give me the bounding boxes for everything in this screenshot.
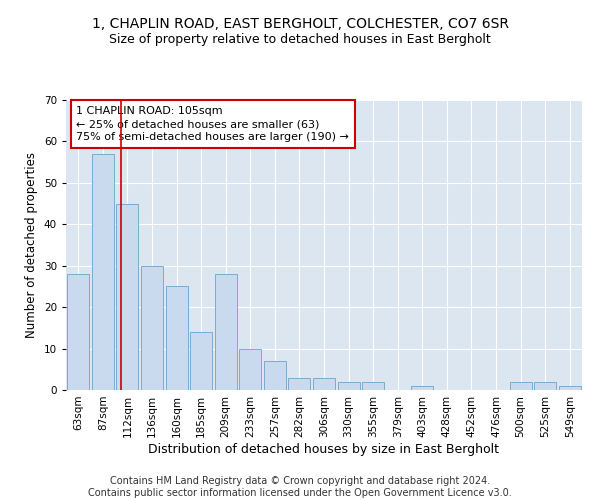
Bar [338, 382, 359, 390]
Bar [141, 266, 163, 390]
Y-axis label: Number of detached properties: Number of detached properties [25, 152, 38, 338]
X-axis label: Distribution of detached houses by size in East Bergholt: Distribution of detached houses by size … [149, 442, 499, 456]
Bar [264, 361, 286, 390]
Text: Contains HM Land Registry data © Crown copyright and database right 2024.
Contai: Contains HM Land Registry data © Crown c… [88, 476, 512, 498]
Text: 1, CHAPLIN ROAD, EAST BERGHOLT, COLCHESTER, CO7 6SR: 1, CHAPLIN ROAD, EAST BERGHOLT, COLCHEST… [91, 18, 509, 32]
Bar [67, 274, 89, 390]
Bar [313, 378, 335, 390]
Bar [116, 204, 139, 390]
Text: 1 CHAPLIN ROAD: 105sqm
← 25% of detached houses are smaller (63)
75% of semi-det: 1 CHAPLIN ROAD: 105sqm ← 25% of detached… [76, 106, 349, 142]
Bar [534, 382, 556, 390]
Bar [239, 348, 262, 390]
Bar [362, 382, 384, 390]
Bar [509, 382, 532, 390]
Bar [559, 386, 581, 390]
Bar [166, 286, 188, 390]
Bar [190, 332, 212, 390]
Bar [411, 386, 433, 390]
Bar [289, 378, 310, 390]
Bar [92, 154, 114, 390]
Text: Size of property relative to detached houses in East Bergholt: Size of property relative to detached ho… [109, 32, 491, 46]
Bar [215, 274, 237, 390]
